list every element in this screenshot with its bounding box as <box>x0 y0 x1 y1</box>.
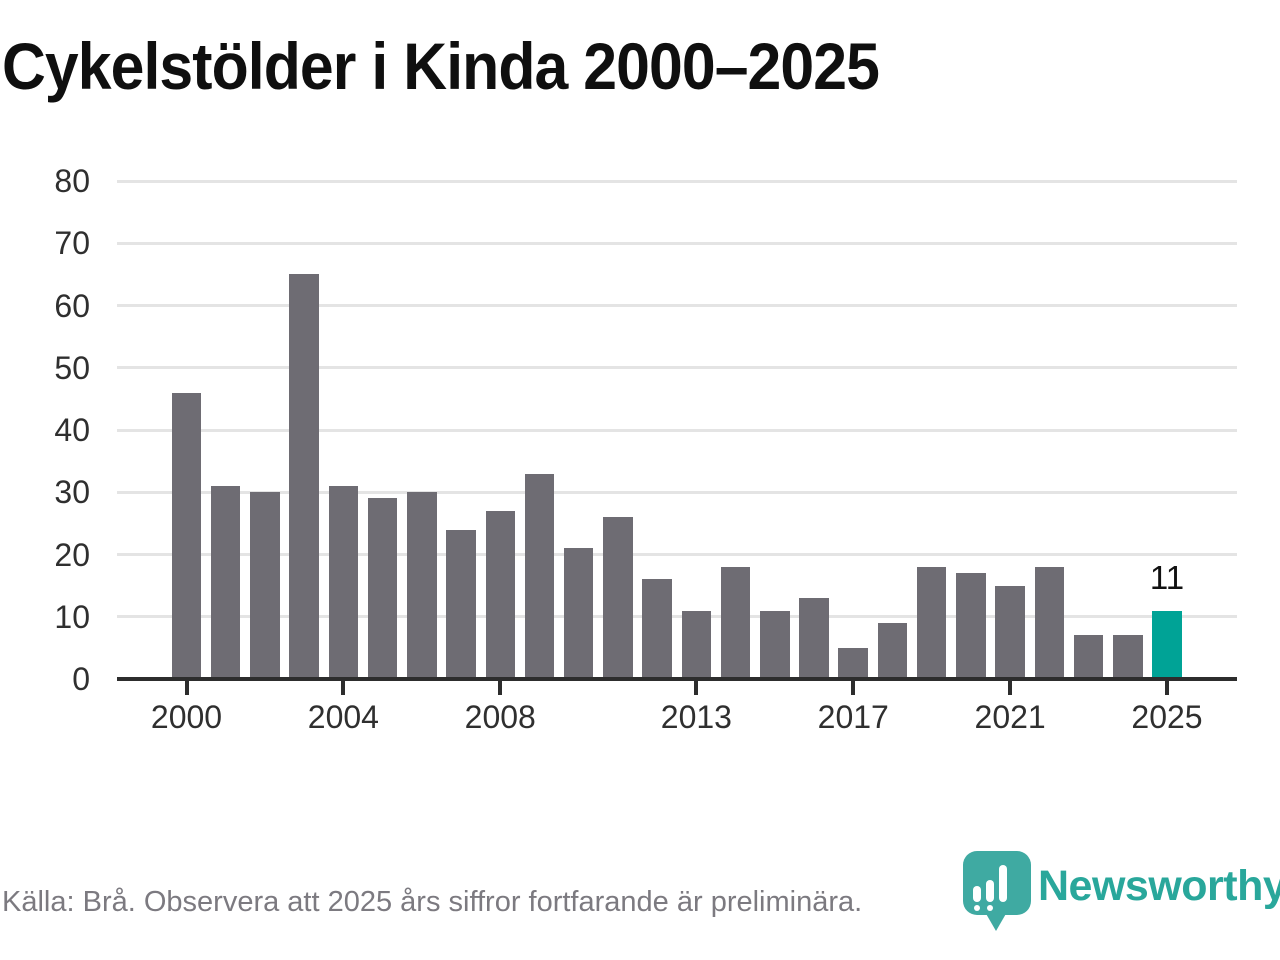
bar-2003 <box>289 274 319 679</box>
bar-2025 <box>1152 610 1182 679</box>
gridline-60 <box>117 304 1237 307</box>
bar-2020 <box>956 573 986 679</box>
bar-2013 <box>681 610 712 679</box>
x-tick-label-2008: 2008 <box>464 699 536 735</box>
bar-2014 <box>720 566 751 679</box>
y-tick-label-60: 60 <box>54 287 90 324</box>
tick-mark-2008 <box>498 681 503 695</box>
bar-2019 <box>916 566 947 679</box>
bar-2012 <box>642 579 672 679</box>
bar-2000 <box>171 392 202 679</box>
bar-2010 <box>563 548 594 679</box>
bar-2022 <box>1034 566 1065 679</box>
bar-2008 <box>485 510 515 679</box>
x-tick-label-2021: 2021 <box>974 699 1046 735</box>
x-axis-line <box>117 677 1237 681</box>
x-tick-label-2025: 2025 <box>1131 699 1203 735</box>
x-tick-label-2013: 2013 <box>660 699 732 735</box>
y-tick-label-50: 50 <box>54 349 90 386</box>
y-tick-label-0: 0 <box>72 661 90 697</box>
y-tick-label-70: 70 <box>54 225 90 262</box>
tick-mark-2021 <box>1008 681 1013 695</box>
gridline-80 <box>117 179 1237 183</box>
bar-2001 <box>210 486 241 679</box>
y-tick-label-80: 80 <box>54 163 90 199</box>
newsworthy-wordmark: Newsworthy <box>1038 862 1280 910</box>
tick-mark-2017 <box>851 681 856 695</box>
bar-2015 <box>760 610 790 679</box>
x-tick-label-2017: 2017 <box>817 699 889 735</box>
bar-2005 <box>367 498 398 679</box>
bar-2009 <box>524 473 555 679</box>
newsworthy-logo-icon <box>963 851 1031 931</box>
gridline-70 <box>117 241 1237 245</box>
tick-mark-2004 <box>341 681 346 695</box>
bar-2002 <box>250 492 280 679</box>
bar-2017 <box>838 647 868 679</box>
tick-mark-2013 <box>694 681 699 695</box>
bar-2011 <box>603 517 633 679</box>
x-tick-label-2004: 2004 <box>307 699 379 735</box>
bar-2024 <box>1113 635 1143 679</box>
y-tick-label-40: 40 <box>54 412 90 448</box>
bar-2006 <box>407 492 437 679</box>
chart-title: Cykelstölder i Kinda 2000–2025 <box>2 29 880 103</box>
y-tick-label-10: 10 <box>54 598 90 635</box>
bar-2021 <box>995 585 1025 679</box>
gridline-20 <box>117 553 1237 556</box>
tick-mark-2025 <box>1165 681 1169 695</box>
bar-2016 <box>799 598 829 679</box>
x-tick-label-2000: 2000 <box>150 699 223 735</box>
y-tick-label-30: 30 <box>54 474 90 511</box>
source-note: Källa: Brå. Observera att 2025 års siffr… <box>2 886 863 918</box>
bar-2018 <box>877 622 908 679</box>
gridline-50 <box>117 366 1237 370</box>
gridline-40 <box>117 428 1237 432</box>
y-tick-label-20: 20 <box>54 536 90 573</box>
tick-mark-2000 <box>184 681 189 695</box>
gridline-30 <box>117 490 1237 494</box>
value-label-2025: 11 <box>1149 558 1185 596</box>
bar-2023 <box>1073 635 1104 679</box>
gridline-10 <box>117 615 1237 619</box>
bar-2007 <box>446 529 476 679</box>
bar-2004 <box>328 486 359 679</box>
